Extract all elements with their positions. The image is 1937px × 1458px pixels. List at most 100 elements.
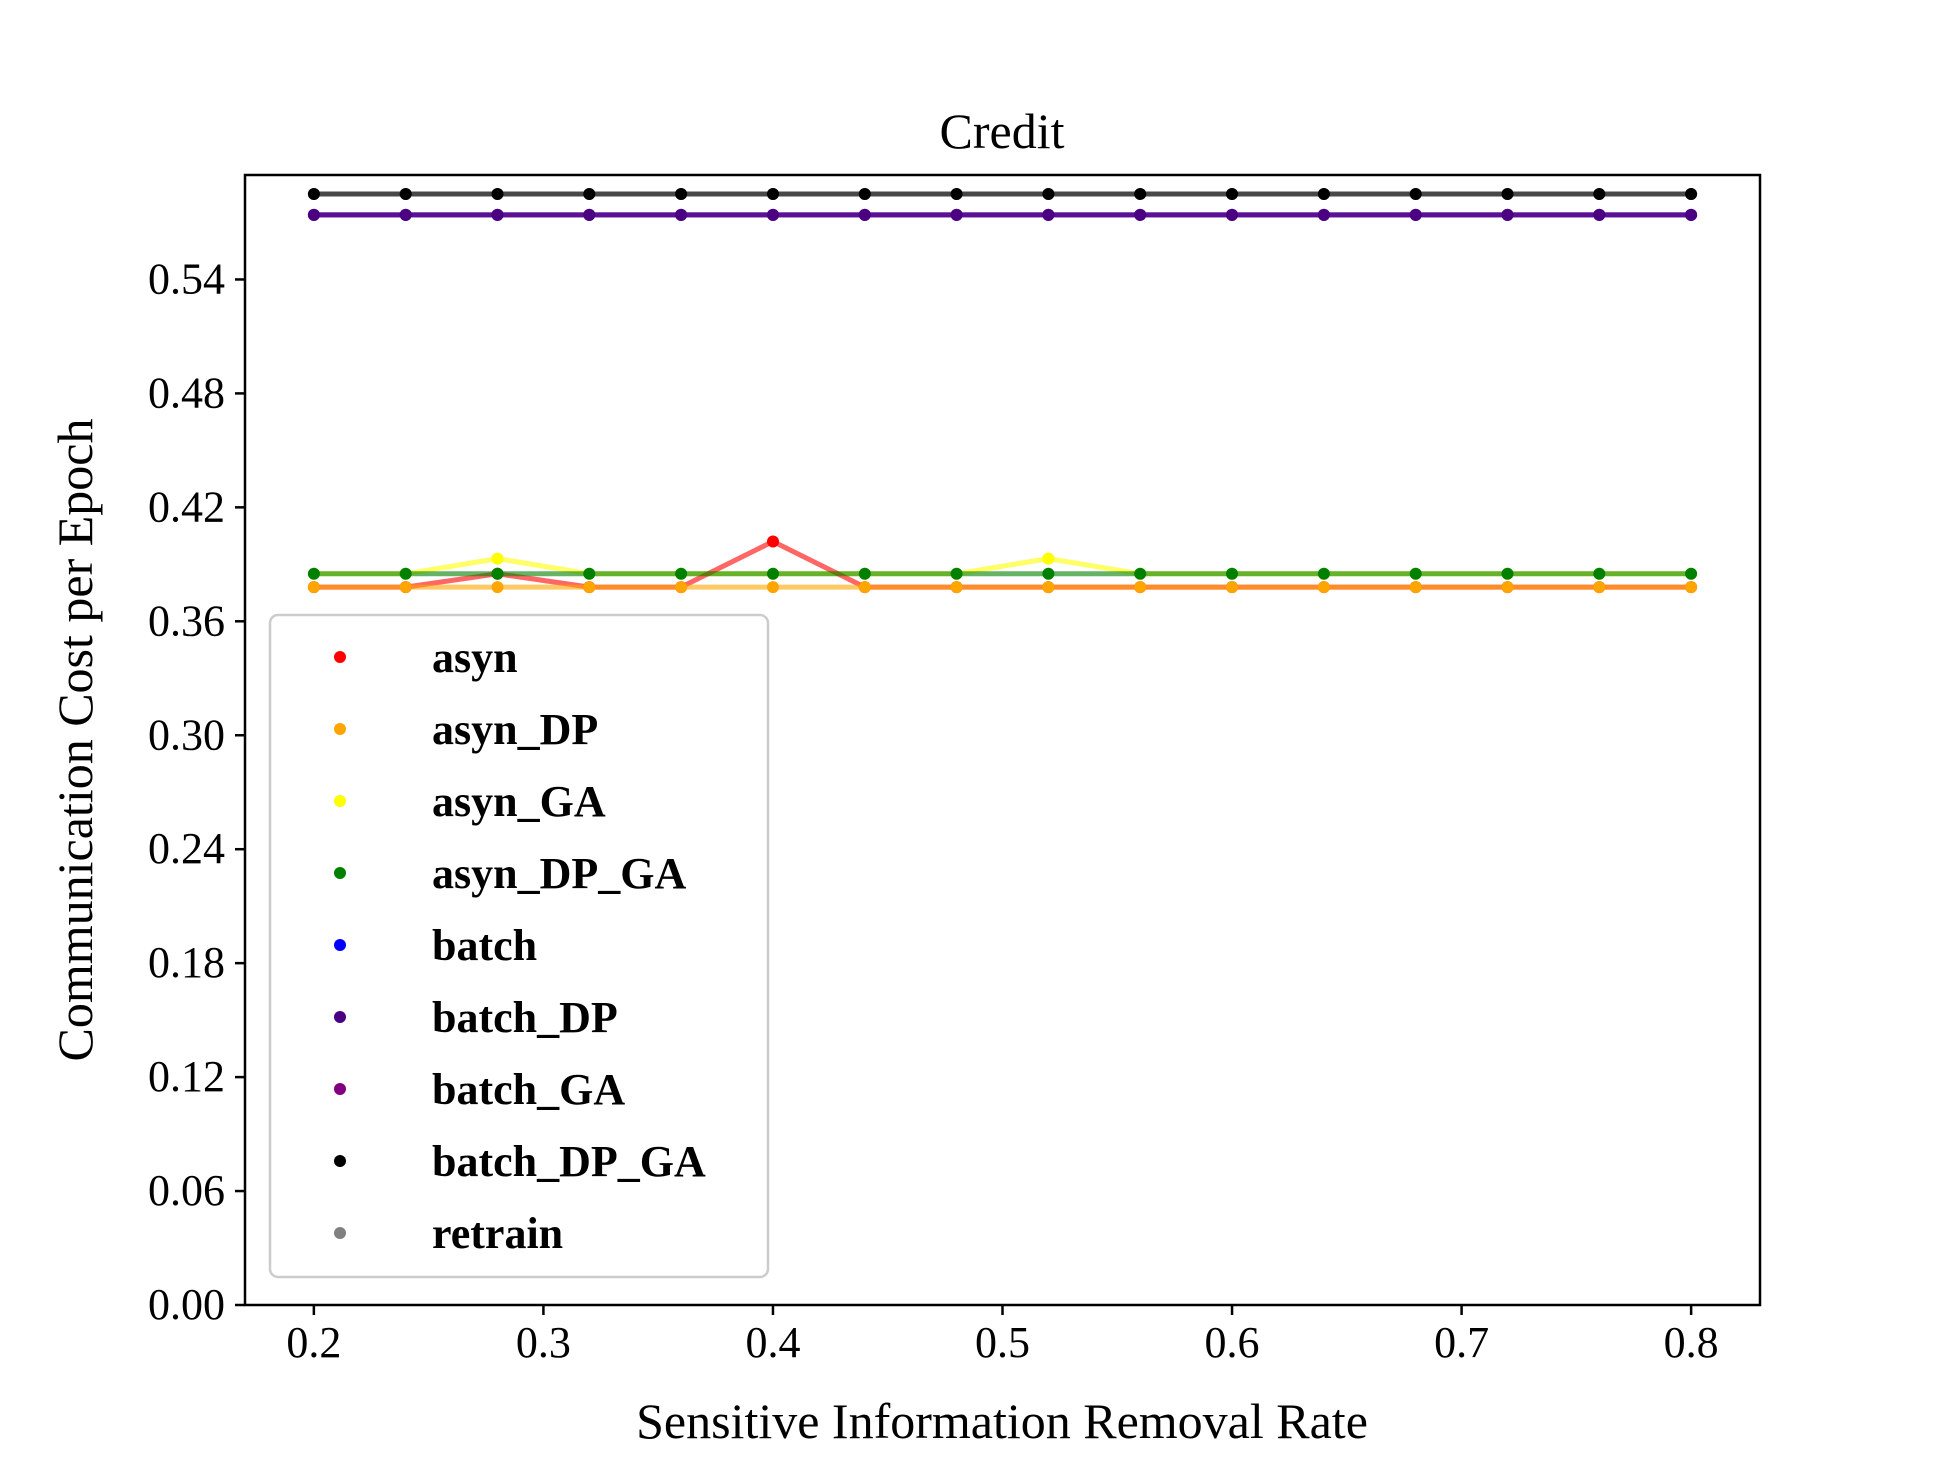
- data-point-asyn-dp-ga: [491, 567, 504, 580]
- legend-marker: [334, 1011, 346, 1023]
- data-point-batch-dp-ga: [858, 188, 871, 200]
- data-point-asyn-dp-ga: [950, 567, 963, 580]
- legend-item-batch-dp: batch_DP: [334, 993, 618, 1042]
- data-point-asyn-dp: [1409, 581, 1422, 594]
- x-tick-label: 0.8: [1664, 1318, 1719, 1367]
- y-tick-label: 0.42: [148, 482, 225, 531]
- legend-item-retrain: retrain: [334, 1209, 563, 1258]
- data-point-batch-dp: [307, 208, 320, 221]
- legend-item-asyn-ga: asyn_GA: [334, 777, 606, 826]
- data-point-batch-dp: [1685, 208, 1698, 221]
- series-batch-dp-ga: [307, 188, 1698, 200]
- data-point-asyn-dp: [307, 581, 320, 594]
- data-point-asyn-dp-ga: [1685, 567, 1698, 580]
- legend-item-asyn-dp: asyn_DP: [334, 705, 598, 754]
- data-point-batch-dp-ga: [1593, 188, 1606, 200]
- data-point-asyn-dp-ga: [399, 567, 412, 580]
- data-point-batch-dp: [1409, 208, 1422, 221]
- data-point-batch-dp-ga: [1409, 188, 1422, 200]
- data-point-asyn-dp-ga: [1317, 567, 1330, 580]
- legend-marker: [334, 795, 346, 807]
- y-tick-label: 0.18: [148, 938, 225, 987]
- data-point-asyn-dp-ga: [1409, 567, 1422, 580]
- data-point-asyn-dp: [583, 581, 596, 594]
- data-point-asyn-dp-ga: [1226, 567, 1238, 580]
- legend-label: batch_DP: [432, 993, 618, 1042]
- legend-item-batch: batch: [334, 921, 537, 970]
- legend-marker: [334, 723, 346, 735]
- y-tick-label: 0.36: [148, 596, 225, 645]
- data-point-asyn-dp-ga: [307, 567, 320, 580]
- series-asyn-dp-ga: [307, 567, 1698, 580]
- data-point-batch-dp-ga: [399, 188, 412, 200]
- data-point-batch-dp: [583, 208, 596, 221]
- data-point-batch-dp-ga: [675, 188, 688, 200]
- data-point-batch-dp: [1593, 208, 1606, 221]
- legend-label: batch_GA: [432, 1065, 625, 1114]
- data-point-asyn-dp-ga: [583, 567, 596, 580]
- data-point-asyn-dp-ga: [767, 567, 779, 580]
- legend-marker: [334, 867, 346, 879]
- data-point-asyn-dp-ga: [1134, 567, 1147, 580]
- legend-marker: [334, 1227, 346, 1239]
- data-point-batch-dp-ga: [1226, 188, 1238, 200]
- legend-marker: [334, 1083, 346, 1095]
- data-point-asyn-dp: [491, 581, 504, 594]
- legend-label: asyn: [432, 633, 518, 682]
- data-point-asyn-dp: [399, 581, 412, 594]
- x-tick-label: 0.5: [975, 1318, 1030, 1367]
- x-tick-label: 0.7: [1434, 1318, 1489, 1367]
- y-axis-label: Communication Cost per Epoch: [47, 419, 103, 1062]
- y-tick-label: 0.30: [148, 710, 225, 759]
- data-point-batch-dp: [767, 208, 779, 221]
- legend-label: asyn_DP: [432, 705, 598, 754]
- series-layer: [307, 188, 1698, 594]
- legend-box: [268, 613, 770, 1279]
- data-point-batch-dp: [1226, 208, 1238, 221]
- data-point-batch-dp: [1134, 208, 1147, 221]
- axis-ticks: 0.2 0.3 0.4 0.5 0.6 0.7 0.8 0.00 0.06 0.12 0.18 0.2…: [148, 254, 1719, 1367]
- data-point-asyn-dp: [1593, 581, 1606, 594]
- data-point-asyn: [767, 535, 779, 548]
- data-point-batch-dp-ga: [1501, 188, 1514, 200]
- data-point-batch-dp: [1317, 208, 1330, 221]
- legend-label: retrain: [432, 1209, 563, 1258]
- data-point-asyn-dp: [767, 581, 779, 594]
- data-point-batch-dp-ga: [491, 188, 504, 200]
- data-point-batch-dp: [399, 208, 412, 221]
- y-tick-label: 0.54: [148, 254, 225, 303]
- y-tick-label: 0.12: [148, 1052, 225, 1101]
- data-point-asyn-dp-ga: [1042, 567, 1055, 580]
- data-point-batch-dp-ga: [583, 188, 596, 200]
- series-asyn-dp: [307, 581, 1698, 594]
- data-point-batch-dp-ga: [1317, 188, 1330, 200]
- data-point-asyn-dp: [1501, 581, 1514, 594]
- chart-title: Credit: [940, 103, 1065, 159]
- data-point-batch-dp-ga: [307, 188, 320, 200]
- legend-label: batch_DP_GA: [432, 1137, 706, 1186]
- data-point-asyn-dp-ga: [1501, 567, 1514, 580]
- data-point-batch-dp-ga: [950, 188, 963, 200]
- data-point-batch-dp-ga: [1134, 188, 1147, 200]
- series-batch-dp: [307, 208, 1698, 221]
- data-point-asyn-dp-ga: [1593, 567, 1606, 580]
- data-point-asyn-dp: [1226, 581, 1238, 594]
- data-point-batch-dp: [1501, 208, 1514, 221]
- data-point-batch-dp: [675, 208, 688, 221]
- x-tick-label: 0.2: [286, 1318, 341, 1367]
- data-point-asyn-dp-ga: [858, 567, 871, 580]
- legend-item-batch-dp-ga: batch_DP_GA: [334, 1137, 706, 1186]
- data-point-asyn-dp-ga: [675, 567, 688, 580]
- data-point-batch-dp: [1042, 208, 1055, 221]
- x-tick-label: 0.6: [1205, 1318, 1260, 1367]
- legend-label: batch: [432, 921, 537, 970]
- data-point-batch-dp-ga: [1685, 188, 1698, 200]
- data-point-asyn-dp: [1134, 581, 1147, 594]
- data-point-batch-dp: [950, 208, 963, 221]
- legend-marker: [334, 939, 346, 951]
- legend-item-asyn: asyn: [334, 633, 518, 682]
- legend-marker: [334, 651, 346, 663]
